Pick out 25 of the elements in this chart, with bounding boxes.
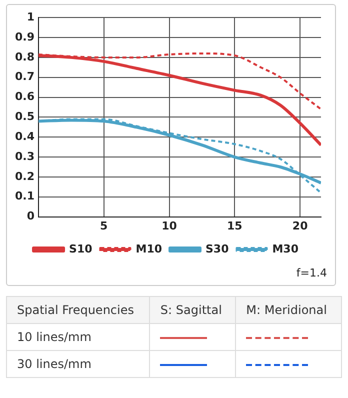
text: 10 lines/mm: [6, 324, 150, 350]
text: Spatial Frequencies: [6, 296, 150, 324]
y-tick-label: 0.2: [14, 170, 34, 183]
legend-label: M10: [136, 242, 162, 256]
y-tick-label: 0.9: [14, 30, 34, 44]
legend-label: M30: [272, 242, 299, 256]
text: S: Sagittal: [150, 296, 236, 324]
y-tick-label: 0.8: [14, 50, 34, 64]
y-tick-label: 0.4: [14, 130, 35, 143]
x-tick-label: 15: [227, 219, 242, 232]
y-tick-label: 1: [26, 10, 34, 24]
y-tick-label: 0.6: [14, 90, 35, 104]
y-tick-label: 0.5: [14, 110, 34, 124]
y-tick-label: 0.7: [14, 70, 34, 84]
x-tick-label: 10: [162, 219, 178, 232]
x-tick-label: 20: [292, 219, 308, 232]
legend-label: S10: [69, 242, 93, 256]
y-tick-label: 0.3: [14, 150, 34, 163]
y-tick-label: 0: [26, 210, 35, 223]
text: M: Meridional: [236, 296, 342, 324]
y-tick-label: 0.1: [14, 190, 34, 203]
text: f=1.4: [296, 266, 327, 280]
x-tick-label: 5: [100, 219, 108, 232]
legend-label: S30: [206, 242, 230, 256]
text: 30 lines/mm: [6, 350, 150, 378]
